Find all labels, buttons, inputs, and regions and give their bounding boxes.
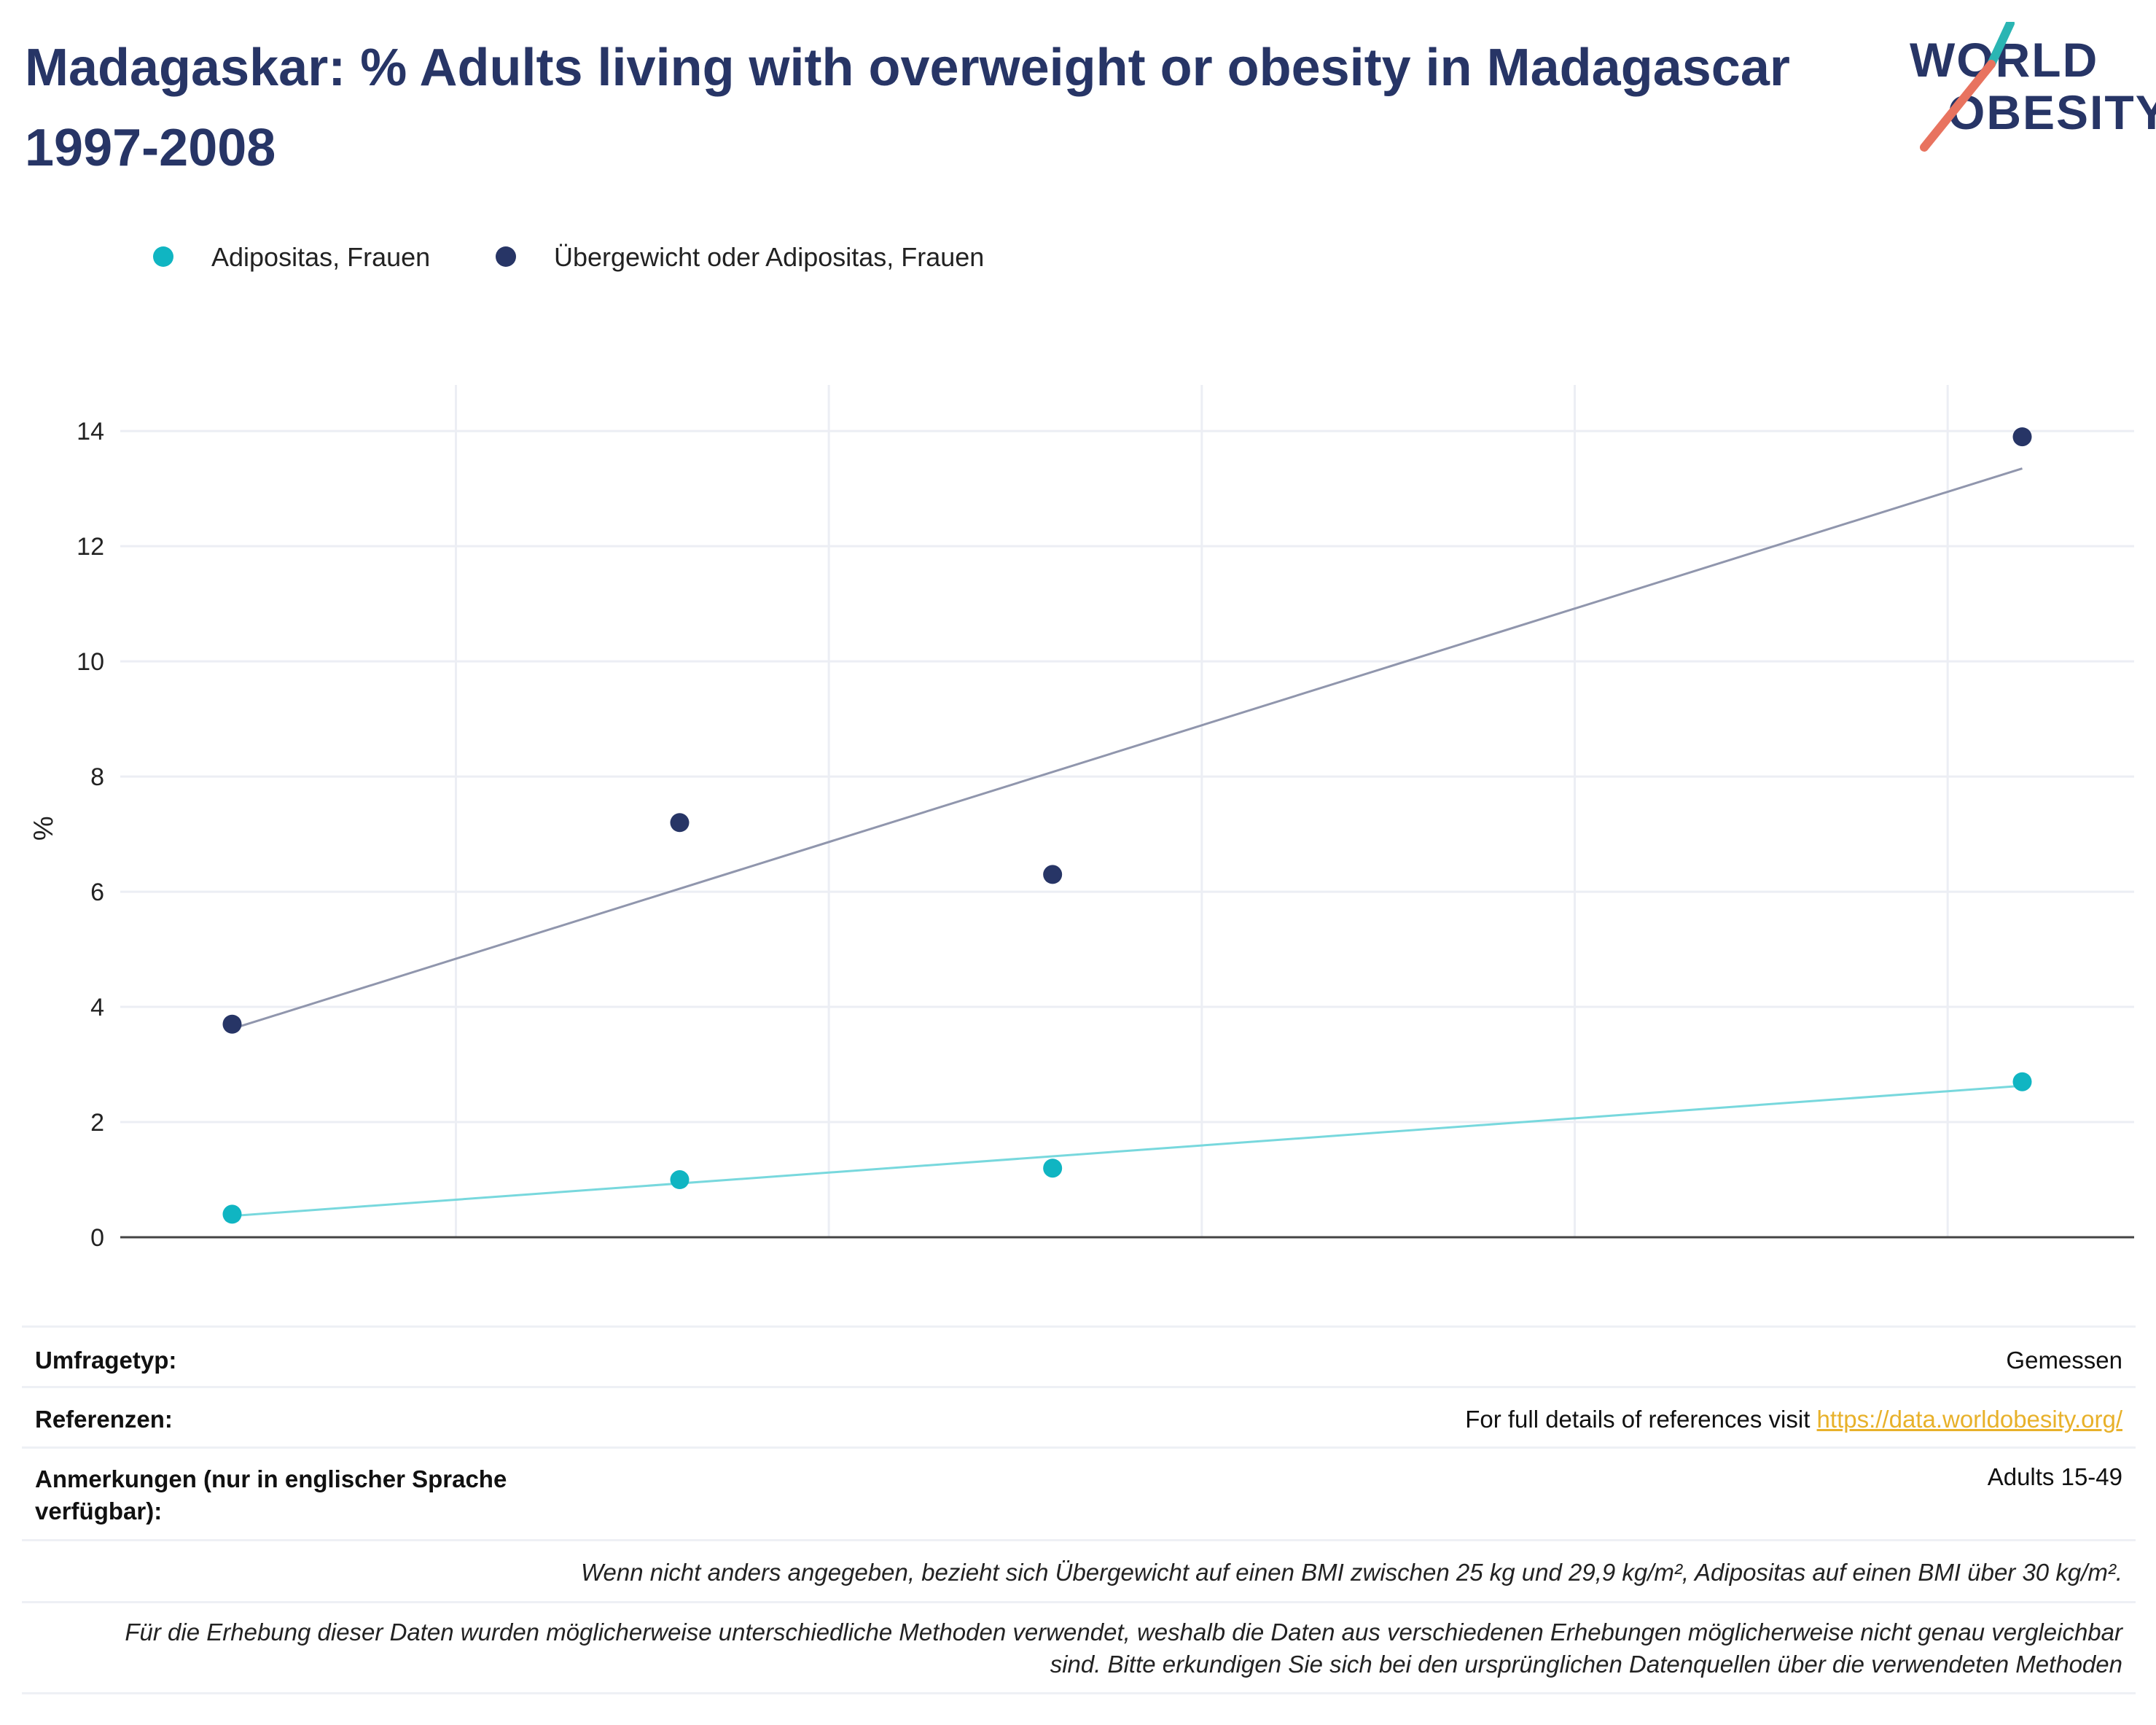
data-point xyxy=(2012,427,2032,447)
logo-slash-icon xyxy=(1920,22,2015,152)
y-tick-label: 8 xyxy=(90,763,104,791)
world-obesity-logo: WORLD OBESITY xyxy=(1910,22,2156,153)
legend-label: Übergewicht oder Adipositas, Frauen xyxy=(554,242,985,272)
footer-table: Umfragetyp: Gemessen Referenzen: For ful… xyxy=(22,1325,2136,1694)
data-point xyxy=(222,1204,242,1224)
references-value: For full details of references visit htt… xyxy=(1465,1406,2122,1433)
y-tick-label: 14 xyxy=(77,418,104,445)
scatter-chart: 0246810121420002005201020152020% xyxy=(28,385,2134,1252)
method-note: Für die Erhebung dieser Daten wurden mög… xyxy=(125,1619,2122,1678)
y-tick-label: 10 xyxy=(77,648,104,676)
references-link[interactable]: https://data.worldobesity.org/ xyxy=(1816,1406,2122,1433)
legend-label: Adipositas, Frauen xyxy=(211,242,431,272)
data-point xyxy=(2012,1072,2032,1091)
references-text: For full details of references visit xyxy=(1465,1406,1817,1433)
notes-value: Adults 15-49 xyxy=(1987,1463,2122,1490)
data-point xyxy=(1043,1159,1063,1178)
y-tick-label: 6 xyxy=(90,879,104,906)
footer-row-bmi-note: Wenn nicht anders angegeben, bezieht sic… xyxy=(22,1539,2136,1601)
y-tick-label: 0 xyxy=(90,1224,104,1252)
logo-line-2: OBESITY xyxy=(1948,85,2156,139)
y-axis-label: % xyxy=(28,816,59,841)
notes-label: Anmerkungen (nur in englischer Sprache v… xyxy=(35,1465,507,1525)
references-label: Referenzen: xyxy=(35,1406,173,1433)
footer-row-survey-type: Umfragetyp: Gemessen xyxy=(22,1325,2136,1386)
trend-line xyxy=(232,1084,2023,1218)
trend-line xyxy=(232,467,2023,1030)
page-title: Madagaskar: % Adults living with overwei… xyxy=(25,39,1790,177)
y-tick-label: 4 xyxy=(90,994,104,1021)
survey-type-label: Umfragetyp: xyxy=(35,1347,177,1374)
bmi-note: Wenn nicht anders angegeben, bezieht sic… xyxy=(580,1559,2122,1586)
footer-row-method-note: Für die Erhebung dieser Daten wurden mög… xyxy=(22,1601,2136,1694)
legend-marker-teal xyxy=(153,246,173,267)
footer-row-notes: Anmerkungen (nur in englischer Sprache v… xyxy=(22,1446,2136,1539)
data-point xyxy=(1043,865,1063,884)
y-tick-label: 2 xyxy=(90,1109,104,1137)
data-point xyxy=(670,1170,690,1190)
data-point xyxy=(222,1014,242,1034)
survey-type-value: Gemessen xyxy=(2006,1347,2122,1374)
footer-row-references: Referenzen: For full details of referenc… xyxy=(22,1386,2136,1446)
data-point xyxy=(670,813,690,833)
legend-marker-navy xyxy=(496,246,516,267)
y-tick-label: 12 xyxy=(77,533,104,561)
